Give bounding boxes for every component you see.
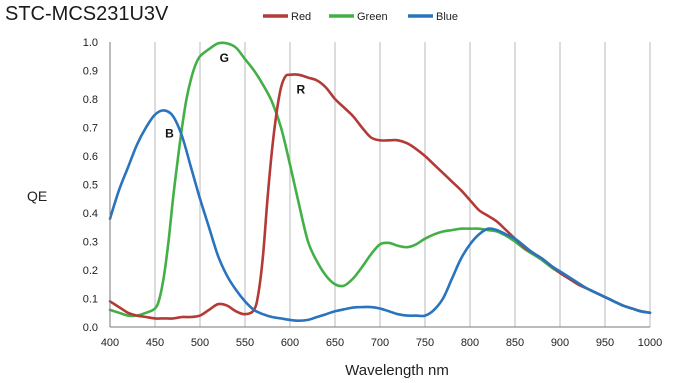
y-tick-label: 0.7	[83, 123, 98, 135]
x-tick-label: 700	[371, 337, 389, 349]
legend: Red Green Blue	[263, 11, 458, 23]
y-tick-label: 0.1	[83, 294, 98, 306]
x-tick-label: 450	[146, 337, 164, 349]
x-tick-label: 1000	[638, 337, 662, 349]
x-tick-label: 400	[101, 337, 119, 349]
x-tick-label: 850	[506, 337, 524, 349]
x-axis-label: Wavelength nm	[345, 362, 449, 379]
y-tick-label: 0.6	[83, 151, 98, 163]
chart-title: STC-MCS231U3V	[5, 3, 169, 25]
x-tick-label: 650	[326, 337, 344, 349]
legend-label-green: Green	[357, 11, 388, 23]
x-tick-label: 750	[416, 337, 434, 349]
y-tick-label: 0.2	[83, 265, 98, 277]
x-tick-label: 950	[596, 337, 614, 349]
grid-lines	[109, 42, 651, 327]
curve-label-green: G	[220, 51, 229, 65]
x-tick-label: 500	[191, 337, 209, 349]
curve-label-red: R	[296, 82, 305, 96]
y-tick-label: 0.9	[83, 66, 98, 78]
y-axis-label: QE	[27, 188, 47, 204]
curve-label-blue: B	[165, 126, 174, 140]
legend-label-blue: Blue	[436, 11, 458, 23]
curves: R G B	[108, 41, 652, 322]
y-tick-label: 0.4	[83, 208, 98, 220]
legend-label-red: Red	[291, 11, 311, 23]
axes: 400 450 500 550 600 650 700 750 800 850 900 950 1000…	[83, 37, 663, 349]
y-tick-label: 0.5	[83, 180, 98, 192]
x-tick-label: 800	[461, 337, 479, 349]
y-tick-label: 1.0	[83, 37, 98, 49]
y-tick-label: 0.8	[83, 94, 98, 106]
y-tick-label: 0.3	[83, 237, 98, 249]
x-tick-label: 600	[281, 337, 299, 349]
x-tick-label: 550	[236, 337, 254, 349]
y-tick-label: 0.0	[83, 322, 98, 334]
x-tick-label: 900	[551, 337, 569, 349]
series-line-blue	[108, 109, 652, 322]
